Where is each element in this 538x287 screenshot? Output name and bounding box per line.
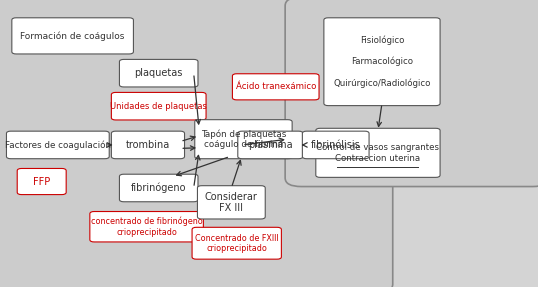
Text: fibrinólisis: fibrinólisis: [311, 140, 360, 150]
FancyBboxPatch shape: [111, 92, 206, 120]
Text: fibrinógeno: fibrinógeno: [131, 183, 187, 193]
FancyBboxPatch shape: [111, 131, 185, 159]
Text: Tapón de plaquetas
coágulo de fibrina: Tapón de plaquetas coágulo de fibrina: [201, 129, 286, 149]
FancyBboxPatch shape: [285, 0, 538, 187]
FancyBboxPatch shape: [119, 174, 198, 202]
FancyBboxPatch shape: [6, 131, 109, 159]
Text: plasmina: plasmina: [248, 140, 293, 150]
FancyBboxPatch shape: [195, 120, 292, 159]
Text: trombina: trombina: [126, 140, 170, 150]
Text: concentrado de fibrinógeno
crioprecipitado: concentrado de fibrinógeno crioprecipita…: [91, 217, 202, 237]
Text: Fisiológico

Farmacológico

Quirúrgico/Radiológico: Fisiológico Farmacológico Quirúrgico/Rad…: [334, 36, 430, 88]
FancyBboxPatch shape: [192, 227, 281, 259]
Text: Unidades de plaquetas: Unidades de plaquetas: [110, 102, 207, 111]
Text: FFP: FFP: [33, 177, 51, 187]
FancyBboxPatch shape: [324, 18, 440, 106]
FancyBboxPatch shape: [197, 186, 265, 219]
Text: Concentrado de FXIII
crioprecipitado: Concentrado de FXIII crioprecipitado: [195, 234, 279, 253]
FancyBboxPatch shape: [316, 128, 440, 177]
FancyBboxPatch shape: [90, 212, 203, 242]
Text: Ácido tranexámico: Ácido tranexámico: [236, 82, 316, 91]
FancyBboxPatch shape: [17, 168, 66, 195]
Text: Considerar
FX III: Considerar FX III: [205, 191, 258, 213]
FancyBboxPatch shape: [119, 59, 198, 87]
Text: Formación de coágulos: Formación de coágulos: [20, 31, 125, 41]
FancyBboxPatch shape: [12, 18, 133, 54]
FancyBboxPatch shape: [0, 0, 393, 287]
FancyBboxPatch shape: [232, 74, 319, 100]
FancyBboxPatch shape: [302, 131, 369, 159]
Text: Control de vasos sangrantes
Contraccion uterina: Control de vasos sangrantes Contraccion …: [316, 143, 440, 162]
FancyBboxPatch shape: [238, 131, 303, 159]
Text: plaquetas: plaquetas: [134, 68, 183, 78]
Text: Factores de coagulación: Factores de coagulación: [5, 140, 111, 150]
